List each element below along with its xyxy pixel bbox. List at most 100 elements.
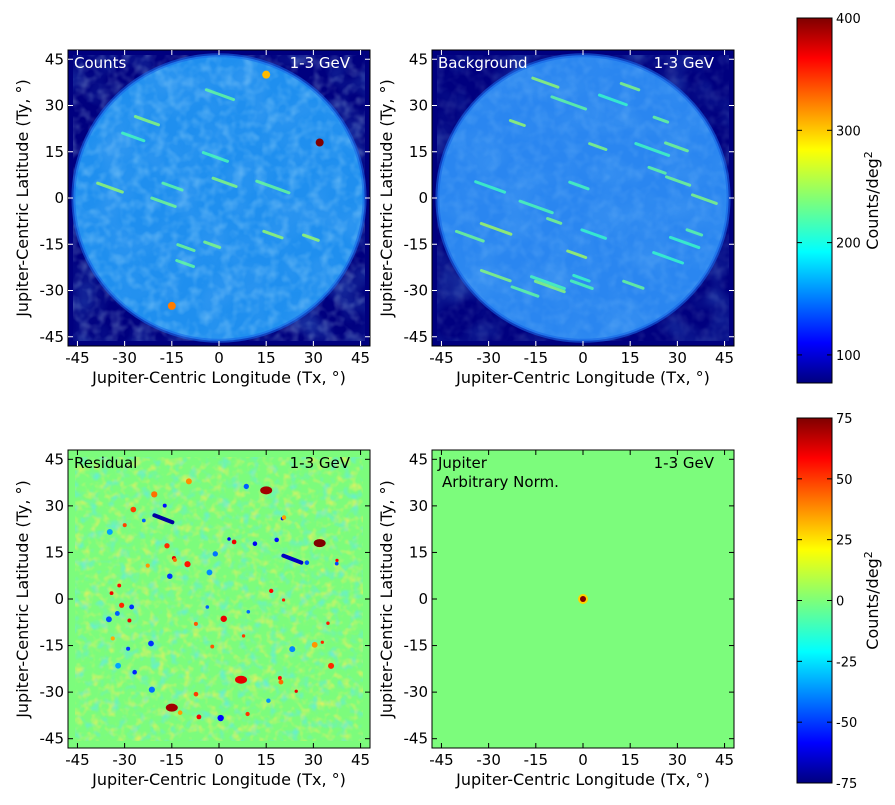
x-tick-label: -45 bbox=[65, 349, 90, 367]
x-tick-label: 15 bbox=[621, 349, 640, 367]
x-tick-label: 45 bbox=[715, 751, 734, 769]
streak bbox=[533, 279, 566, 294]
streak bbox=[121, 131, 146, 143]
streak bbox=[622, 279, 645, 290]
streak bbox=[161, 181, 184, 192]
hotspot bbox=[262, 70, 271, 79]
x-axis-label: Jupiter-Centric Longitude (Tx, °) bbox=[91, 770, 346, 789]
panel-jupiter: -45 -30 -15 0 15 30 45 -45 -30 -15 0 15 30 45 Jupiter-… bbox=[377, 449, 735, 789]
panel-title: Background bbox=[438, 54, 528, 72]
y-tick-label: 15 bbox=[409, 143, 428, 161]
streak bbox=[203, 240, 222, 249]
coldspot bbox=[152, 513, 175, 525]
streak bbox=[597, 93, 628, 107]
streak bbox=[508, 118, 526, 128]
streak bbox=[531, 76, 560, 89]
streak bbox=[96, 181, 124, 194]
y-axis-label: Jupiter-Centric Latitude (Ty, °) bbox=[13, 79, 32, 318]
colorbar-tick-label: 100 bbox=[836, 349, 861, 364]
colorbar-tick-label: -25 bbox=[836, 655, 857, 670]
light-mottle bbox=[73, 55, 365, 341]
y-tick-label: -15 bbox=[404, 637, 429, 655]
residual-blob bbox=[106, 528, 113, 535]
negative-residual-texture bbox=[75, 457, 363, 741]
colorbar-gradient bbox=[796, 417, 833, 784]
residual-blob bbox=[334, 561, 339, 566]
residual-blob bbox=[145, 563, 150, 568]
streak bbox=[588, 142, 608, 151]
residual-blob bbox=[172, 557, 177, 562]
coldspot bbox=[281, 553, 304, 565]
streak bbox=[652, 251, 685, 265]
residual-blob bbox=[196, 714, 202, 720]
colorbar-tick-label: 75 bbox=[836, 412, 853, 427]
colorbar-label: Counts/deg2 bbox=[862, 551, 883, 649]
streak bbox=[647, 165, 667, 175]
streak bbox=[566, 249, 588, 260]
residual-blob bbox=[274, 537, 279, 543]
streak bbox=[572, 273, 591, 283]
streak bbox=[690, 193, 718, 205]
x-axis-label: Jupiter-Centric Longitude (Tx, °) bbox=[91, 368, 346, 387]
sky-texture bbox=[437, 55, 729, 341]
plot-area bbox=[68, 50, 370, 346]
x-tick-label: -30 bbox=[112, 349, 137, 367]
streak bbox=[479, 222, 513, 236]
y-tick-label: 0 bbox=[418, 590, 428, 608]
x-tick-label: -45 bbox=[65, 751, 90, 769]
x-tick-label: 15 bbox=[257, 751, 276, 769]
streak bbox=[546, 217, 563, 225]
x-tick-label: -30 bbox=[112, 751, 137, 769]
residual-blob bbox=[252, 541, 258, 546]
panel-residual: -45 -30 -15 0 15 30 45 -45 -30 -15 0 15 30 45 Jupiter-… bbox=[13, 449, 371, 789]
y-tick-label: -45 bbox=[40, 328, 65, 346]
y-tick-label: 45 bbox=[45, 450, 64, 468]
hotspot bbox=[260, 486, 273, 495]
y-axis-label: Jupiter-Centric Latitude (Ty, °) bbox=[377, 79, 396, 318]
streak bbox=[133, 115, 160, 127]
panel-background: -45 -30 -15 0 15 30 45 -45 -30 -15 0 15 30 45 Jupiter-… bbox=[377, 49, 735, 387]
residual-blob bbox=[185, 478, 192, 485]
colorbar-tick-label: -50 bbox=[836, 716, 857, 731]
residual-blob bbox=[320, 640, 324, 644]
residual-blob bbox=[328, 662, 335, 669]
y-tick-label: 30 bbox=[409, 497, 428, 515]
residual-blob bbox=[127, 618, 132, 623]
y-tick-label: -30 bbox=[404, 683, 429, 701]
residual-blob bbox=[266, 698, 271, 703]
y-tick-label: -30 bbox=[40, 282, 65, 300]
streak bbox=[518, 199, 554, 215]
y-tick-label: -30 bbox=[404, 282, 429, 300]
streak bbox=[568, 180, 590, 191]
residual-blob bbox=[243, 483, 249, 490]
y-tick-label: 15 bbox=[409, 543, 428, 561]
y-tick-label: -15 bbox=[40, 637, 65, 655]
hotspot bbox=[315, 138, 324, 147]
residual-blob bbox=[122, 523, 127, 528]
y-tick-label: -15 bbox=[404, 235, 429, 253]
streak bbox=[550, 95, 588, 111]
colorbar-tick-label: 300 bbox=[836, 124, 861, 139]
colorbar-tick-label: 0 bbox=[836, 595, 844, 610]
y-tick-label: 0 bbox=[54, 590, 64, 608]
residual-blob bbox=[220, 615, 227, 622]
streak bbox=[685, 228, 704, 237]
x-tick-label: 30 bbox=[304, 751, 323, 769]
x-tick-label: -45 bbox=[429, 751, 454, 769]
residual-blob bbox=[269, 588, 274, 594]
colorbar-gradient bbox=[796, 17, 833, 384]
streak bbox=[479, 269, 512, 283]
streak bbox=[211, 176, 238, 189]
x-tick-label: 0 bbox=[578, 349, 588, 367]
plot-area bbox=[68, 450, 370, 748]
y-axis-label: Jupiter-Centric Latitude (Ty, °) bbox=[13, 480, 32, 719]
residual-blob bbox=[227, 537, 231, 541]
streak bbox=[619, 82, 641, 92]
energy-label: 1-3 GeV bbox=[290, 54, 351, 72]
x-tick-label: 30 bbox=[668, 349, 687, 367]
hotspot bbox=[165, 703, 178, 712]
residual-blob bbox=[119, 602, 125, 608]
colorbar-1: 100 200 300 400 Counts/deg2 bbox=[796, 12, 882, 384]
residual-blob bbox=[335, 558, 339, 563]
